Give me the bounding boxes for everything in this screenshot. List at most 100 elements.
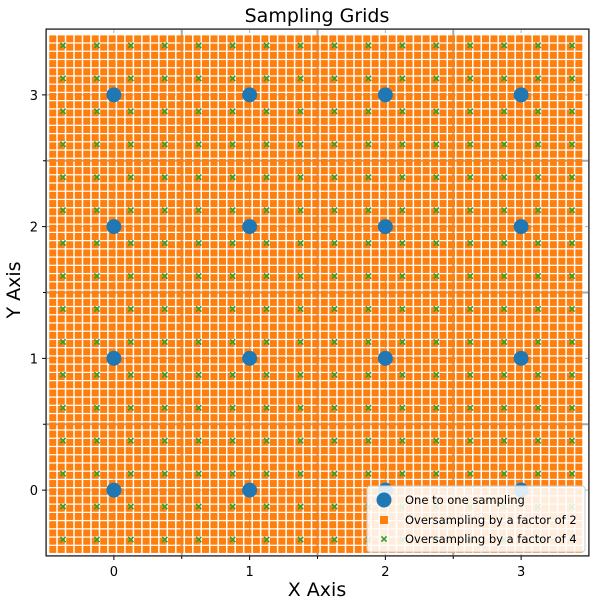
oversample-2-point — [202, 463, 210, 471]
oversample-4-point — [399, 206, 406, 214]
oversample-2-point — [354, 191, 362, 199]
oversample-2-point — [465, 134, 473, 142]
oversample-2-point — [312, 430, 320, 438]
oversample-2-point — [100, 438, 108, 446]
oversample-2-point — [210, 537, 218, 545]
oversample-2-point — [473, 101, 481, 109]
oversample-2-point — [227, 447, 235, 455]
oversample-2-point — [388, 364, 396, 372]
oversample-2-point — [431, 282, 439, 290]
oversample-2-point — [286, 134, 294, 142]
oversample-2-point — [532, 480, 540, 488]
oversample-4-point — [534, 42, 542, 49]
oversample-2-point — [414, 101, 422, 109]
oversample-2-point — [380, 134, 388, 142]
oversample-2-point — [481, 51, 489, 59]
oversample-2-point — [74, 282, 82, 290]
oversample-2-point — [168, 249, 176, 257]
oversample-2-point — [448, 315, 456, 323]
oversample-2-point — [176, 265, 184, 273]
oversample-2-point — [134, 488, 142, 496]
oversample-2-point — [337, 167, 345, 175]
oversample-2-point — [269, 142, 277, 150]
oversample-2-point — [507, 331, 515, 339]
oversample-2-point — [142, 60, 150, 68]
oversample-2-point — [312, 134, 320, 142]
oversample-2-point — [168, 315, 176, 323]
oversample-2-point — [66, 43, 74, 51]
oversample-2-point — [575, 323, 583, 331]
oversample-2-point — [83, 455, 91, 463]
oversample-2-point — [507, 364, 515, 372]
oversample-2-point — [566, 298, 574, 306]
oversample-2-point — [354, 372, 362, 380]
oversample-2-point — [202, 249, 210, 257]
oversample-2-point — [235, 545, 243, 553]
oversample-2-point — [74, 438, 82, 446]
oversample-2-point — [295, 233, 303, 241]
oversample-2-point — [83, 35, 91, 43]
oversample-2-point — [329, 422, 337, 430]
oversample-2-point — [125, 167, 133, 175]
oversample-2-point — [575, 430, 583, 438]
oversample-2-point — [134, 430, 142, 438]
oversample-2-point — [422, 323, 430, 331]
oversample-2-point — [371, 158, 379, 166]
oversample-2-point — [371, 422, 379, 430]
oversample-2-point — [439, 265, 447, 273]
oversample-2-point — [278, 372, 286, 380]
oversample-2-point — [66, 216, 74, 224]
oversample-2-point — [269, 241, 277, 249]
oversample-2-point — [329, 315, 337, 323]
oversample-2-point — [74, 109, 82, 117]
oversample-2-point — [168, 545, 176, 553]
oversample-2-point — [312, 216, 320, 224]
oversample-2-point — [66, 282, 74, 290]
oversample-2-point — [168, 537, 176, 545]
oversample-2-point — [439, 224, 447, 232]
oversample-2-point — [566, 414, 574, 422]
oversample-2-point — [473, 43, 481, 51]
oversample-2-point — [227, 290, 235, 298]
oversample-2-point — [481, 233, 489, 241]
oversample-2-point — [66, 93, 74, 101]
oversample-2-point — [575, 356, 583, 364]
oversample-2-point — [490, 109, 498, 117]
oversample-2-point — [566, 422, 574, 430]
oversample-4-point — [297, 437, 304, 444]
oversample-4-point — [297, 536, 304, 543]
oversample-2-point — [244, 331, 252, 339]
oversample-2-point — [481, 183, 489, 191]
oversample-2-point — [142, 496, 150, 504]
oversample-2-point — [117, 430, 125, 438]
oversample-2-point — [74, 191, 82, 199]
oversample-2-point — [541, 372, 549, 380]
oversample-2-point — [354, 290, 362, 298]
oversample-4-point — [331, 437, 338, 444]
oversample-2-point — [380, 43, 388, 51]
oversample-2-point — [176, 545, 184, 553]
oversample-2-point — [414, 167, 422, 175]
oversample-2-point — [125, 381, 133, 389]
oversample-2-point — [159, 290, 167, 298]
oversample-2-point — [269, 183, 277, 191]
oversample-2-point — [49, 521, 57, 529]
oversample-2-point — [57, 68, 65, 76]
oversample-2-point — [57, 348, 65, 356]
oversample-2-point — [252, 397, 260, 405]
oversample-2-point — [490, 307, 498, 315]
oversample-2-point — [515, 158, 523, 166]
oversample-2-point — [575, 364, 583, 372]
oversample-2-point — [481, 397, 489, 405]
oversample-2-point — [515, 241, 523, 249]
oversample-2-point — [142, 200, 150, 208]
oversample-2-point — [176, 356, 184, 364]
oversample-2-point — [278, 414, 286, 422]
oversample-2-point — [210, 529, 218, 537]
oversample-2-point — [515, 315, 523, 323]
oversample-2-point — [108, 290, 116, 298]
oversample-2-point — [244, 430, 252, 438]
oversample-2-point — [490, 51, 498, 59]
oversample-2-point — [422, 43, 430, 51]
oversample-2-point — [125, 364, 133, 372]
